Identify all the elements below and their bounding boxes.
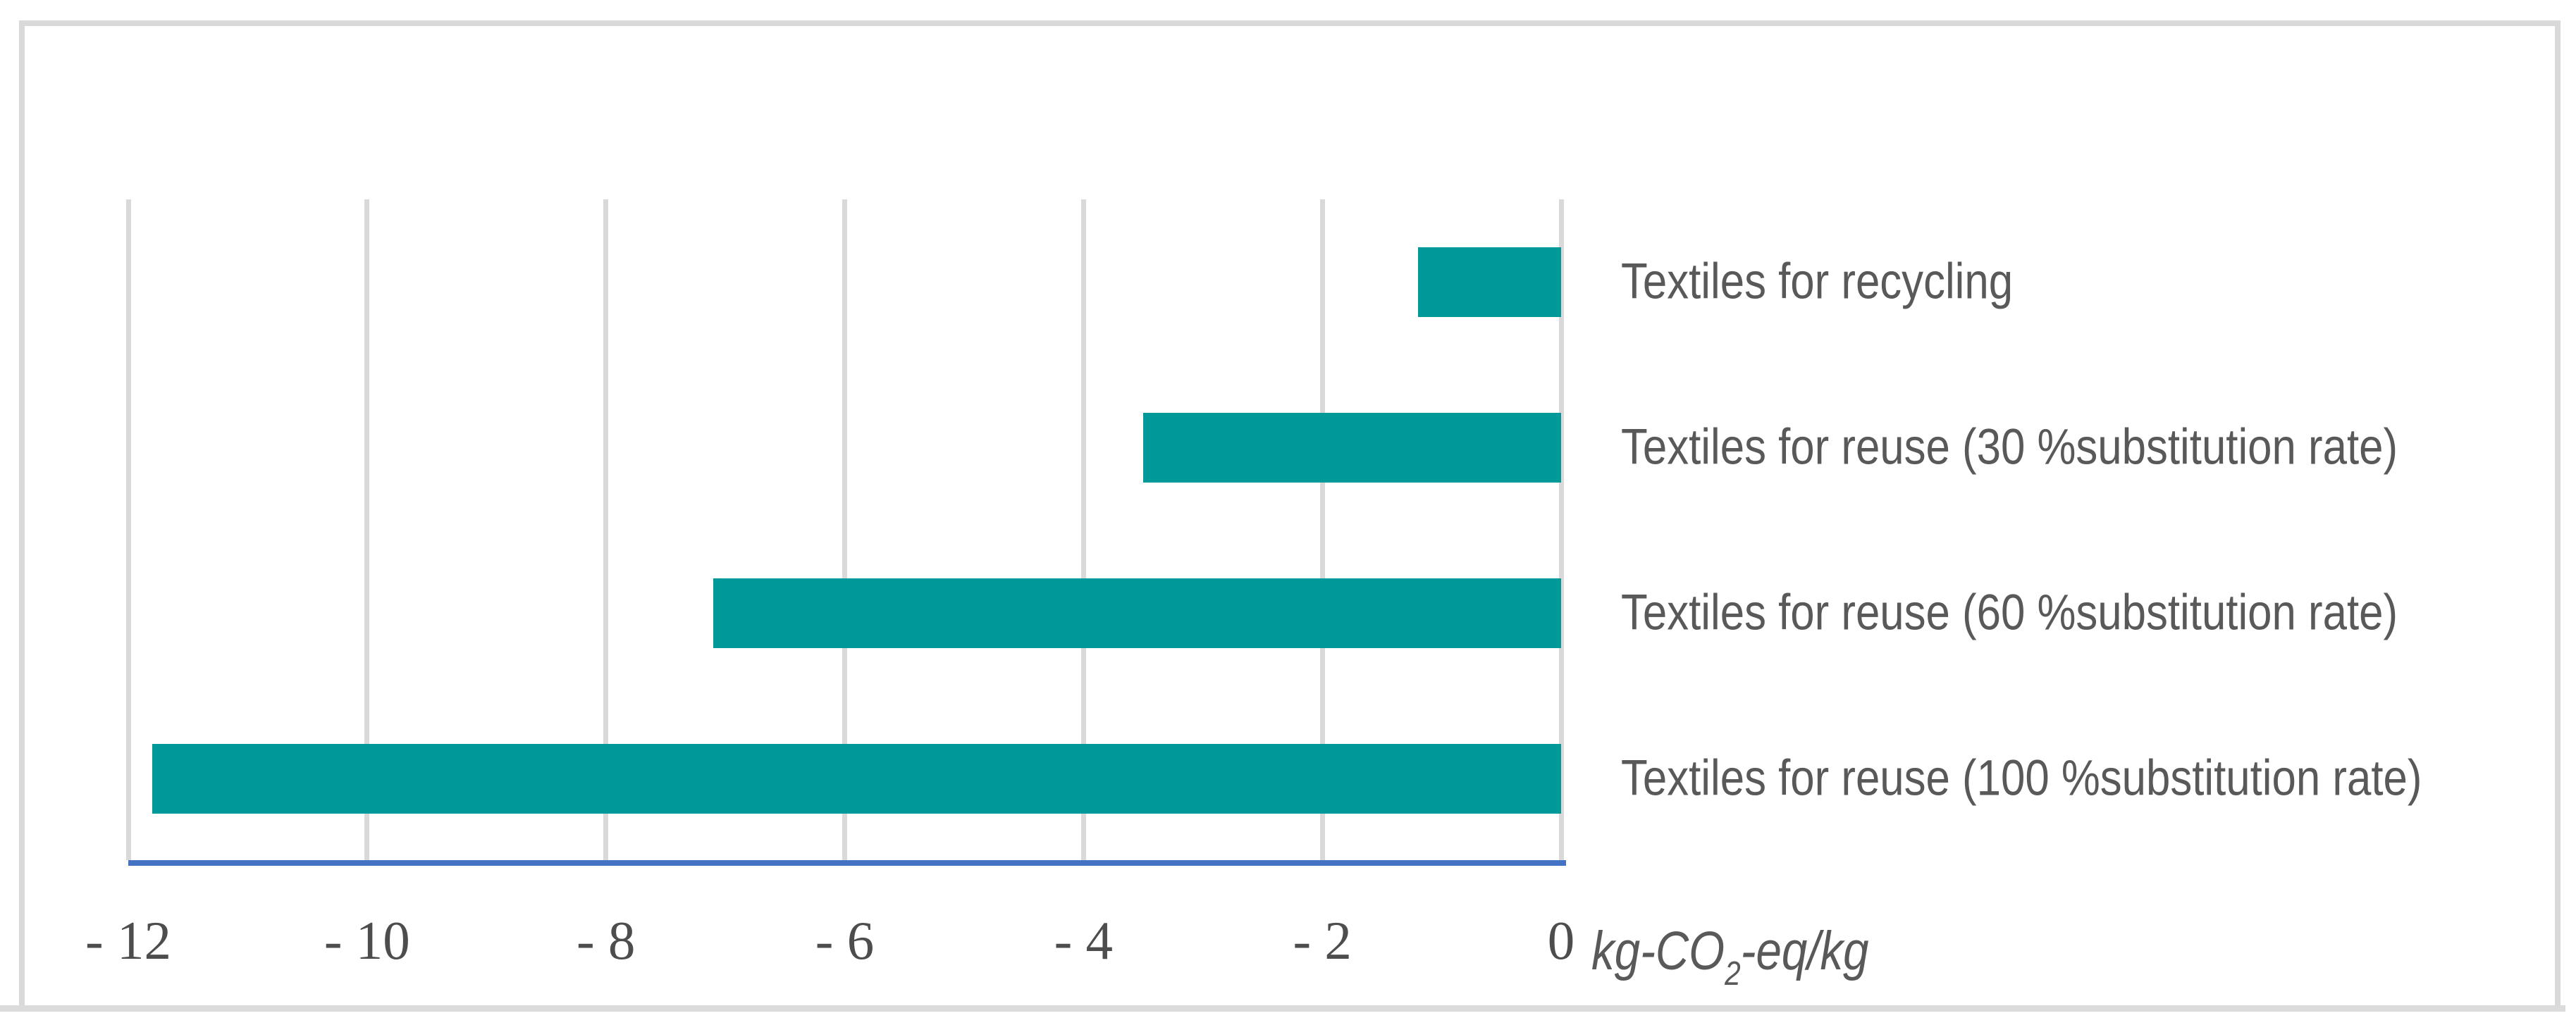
x-axis-title-subscript: 2 bbox=[1725, 955, 1741, 993]
category-label: Textiles for reuse (60 %substitution rat… bbox=[1621, 585, 2398, 641]
chart-border bbox=[19, 20, 2560, 1005]
category-label: Textiles for recycling bbox=[1621, 254, 2014, 310]
x-tick-label: - 8 bbox=[576, 910, 636, 971]
gridline bbox=[364, 199, 370, 860]
x-tick-label: - 4 bbox=[1054, 910, 1114, 971]
gridline bbox=[1319, 199, 1325, 860]
x-tick-label: - 6 bbox=[815, 910, 875, 971]
x-axis-title-pre: kg-CO bbox=[1591, 921, 1725, 981]
bar bbox=[152, 743, 1561, 814]
gridline bbox=[603, 199, 609, 860]
x-tick-label: - 10 bbox=[323, 910, 410, 971]
gridline bbox=[842, 199, 847, 860]
x-tick-label: 0 bbox=[1547, 910, 1575, 971]
bar bbox=[713, 578, 1561, 648]
x-axis-title: kg-CO2-eq/kg bbox=[1591, 916, 1869, 990]
x-axis-line bbox=[128, 860, 1566, 866]
gridline bbox=[125, 199, 131, 860]
bar bbox=[1417, 247, 1561, 317]
chart-bottom-border bbox=[0, 1005, 2565, 1012]
gridline bbox=[1558, 199, 1564, 860]
x-tick-label: - 2 bbox=[1293, 910, 1352, 971]
category-label: Textiles for reuse (30 %substitution rat… bbox=[1621, 419, 2398, 476]
category-label: Textiles for reuse (100 %substitution ra… bbox=[1621, 750, 2422, 807]
x-tick-label: - 12 bbox=[85, 910, 171, 971]
x-axis-title-post: -eq/kg bbox=[1740, 921, 1869, 981]
bar bbox=[1143, 412, 1561, 483]
gridline bbox=[1080, 199, 1086, 860]
